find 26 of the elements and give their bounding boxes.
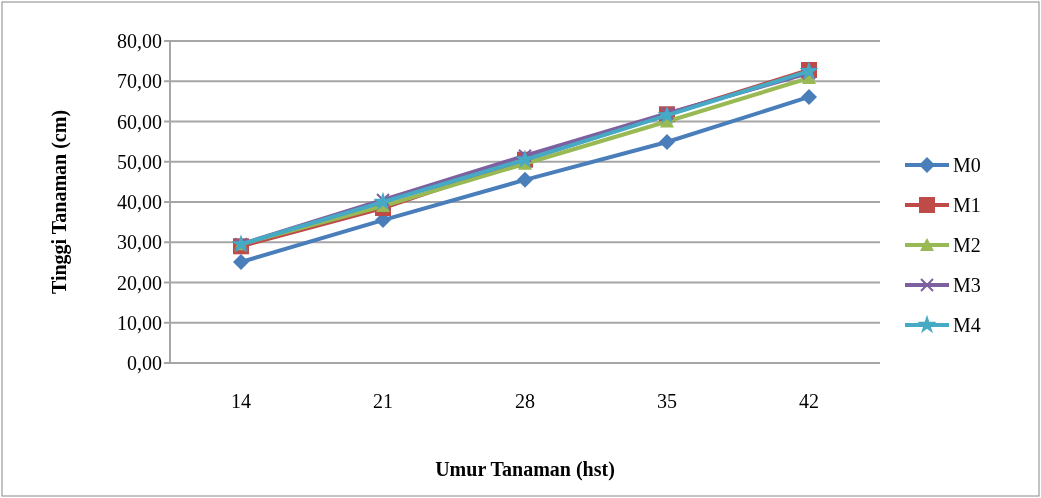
x-tick-label: 42 — [799, 390, 819, 412]
x-axis-title: Umur Tanaman (hst) — [435, 458, 615, 481]
y-tick-label: 70,00 — [117, 70, 162, 93]
y-tick-label: 80,00 — [117, 30, 162, 52]
point — [517, 171, 533, 188]
legend-label: M4 — [953, 314, 981, 336]
y-tick-label: 0,00 — [127, 352, 162, 374]
point — [233, 253, 249, 270]
y-tick-label: 60,00 — [117, 110, 162, 133]
x-tick-label: 28 — [515, 390, 535, 412]
x-tick-label: 35 — [657, 390, 677, 412]
point — [659, 134, 675, 151]
y-tick-label: 40,00 — [117, 191, 162, 213]
y-tick-label: 10,00 — [117, 311, 162, 334]
y-tick-label: 20,00 — [117, 271, 162, 294]
legend-label: M2 — [953, 234, 981, 256]
point — [518, 148, 532, 163]
legend-label: M1 — [953, 194, 981, 216]
x-tick-label: 21 — [373, 390, 393, 412]
point — [801, 88, 817, 105]
x-tick-label: 14 — [231, 390, 251, 412]
y-tick-label: 50,00 — [117, 150, 162, 173]
y-tick-label: 30,00 — [117, 231, 162, 254]
legend-label: M3 — [953, 274, 981, 296]
y-axis-title: Tinggi Tanaman (cm) — [48, 109, 71, 295]
legend-label: M0 — [953, 154, 981, 176]
